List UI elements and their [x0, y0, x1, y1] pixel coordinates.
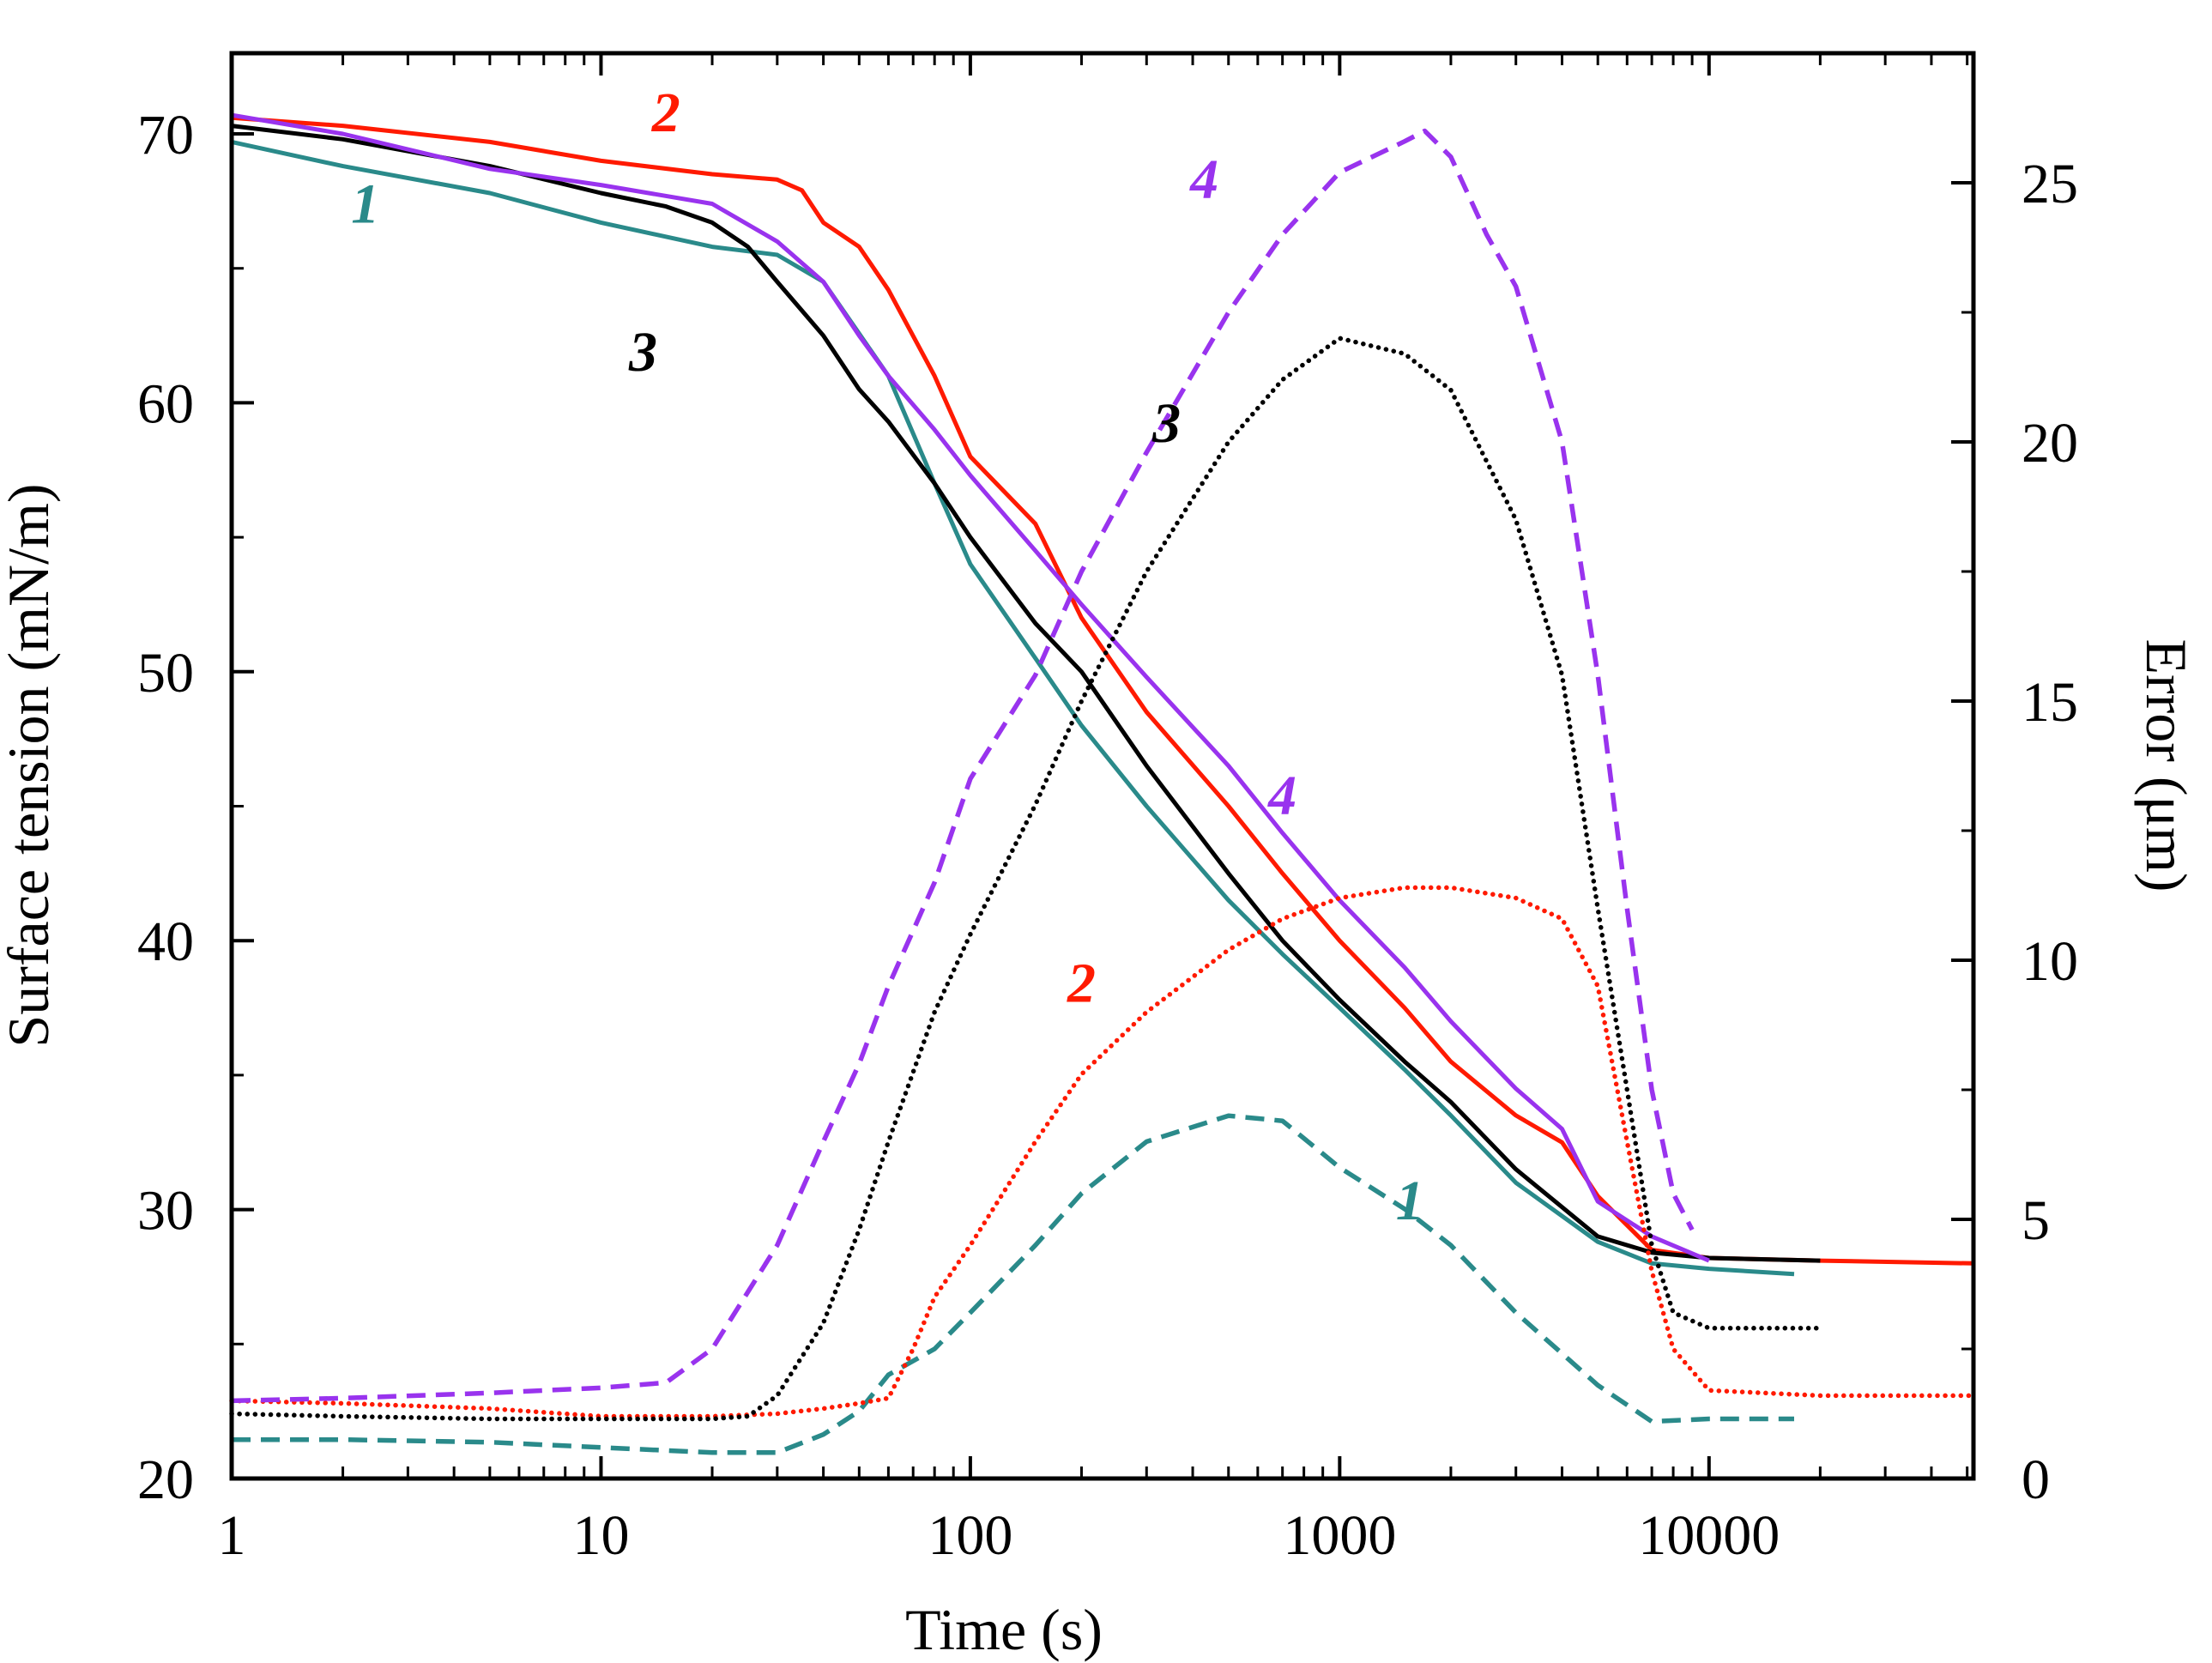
curve-label-right-4: 4	[1188, 148, 1218, 211]
y-tick-label: 20	[137, 1448, 194, 1511]
y2-tick-label: 5	[2022, 1189, 2050, 1252]
x-axis-title: Time (s)	[905, 1597, 1103, 1662]
y-axis-title: Surface tension (mN/m)	[0, 483, 61, 1047]
curve-label-left-2: 2	[651, 82, 680, 144]
y-tick-label: 40	[137, 910, 194, 973]
curve-labels: 1 2 3 4 1 2 3 4	[351, 82, 1424, 1232]
y-tick-label: 30	[137, 1180, 194, 1243]
series-left-4-line	[231, 112, 1710, 1263]
y2-tick-label: 20	[2022, 412, 2078, 475]
y-tick-label: 50	[137, 642, 194, 705]
y2-axis-title: Error (μm)	[2134, 638, 2199, 892]
series-right-3-line	[229, 336, 1823, 1422]
y2-tick-label: 15	[2022, 671, 2078, 734]
series-right-4-line	[231, 128, 1695, 1404]
y-tick-label: 70	[137, 104, 194, 166]
x-tick-label: 10000	[1638, 1504, 1780, 1567]
plot-area-border	[229, 51, 1976, 1481]
series-left-3-line	[231, 124, 1821, 1263]
x-tick-label: 100	[928, 1504, 1012, 1567]
x-tick-label: 1000	[1283, 1504, 1396, 1567]
series-left-1-line	[231, 139, 1795, 1277]
curve-label-right-1: 1	[1396, 1170, 1424, 1232]
x-tick-label: 1	[218, 1504, 246, 1567]
curve-label-right-3: 3	[1151, 392, 1181, 455]
ticks: 1 10 100 1000 10000 20 30 40 50 60 70 0 5 10 15 20 25	[137, 53, 2078, 1567]
curve-label-left-3: 3	[628, 321, 657, 384]
x-tick-label: 10	[572, 1504, 629, 1567]
y-tick-label: 60	[137, 372, 194, 435]
curve-label-right-2: 2	[1067, 952, 1096, 1014]
y2-tick-label: 25	[2022, 153, 2078, 215]
curve-label-left-4: 4	[1266, 765, 1296, 827]
plot-frame	[229, 51, 1976, 1481]
y2-tick-label: 10	[2022, 930, 2078, 993]
series-right-2-line	[229, 885, 1976, 1419]
curve-label-left-1: 1	[351, 172, 379, 235]
y2-tick-label: 0	[2022, 1448, 2050, 1511]
series-right-1-line	[232, 1113, 1794, 1455]
curves	[229, 112, 1976, 1455]
